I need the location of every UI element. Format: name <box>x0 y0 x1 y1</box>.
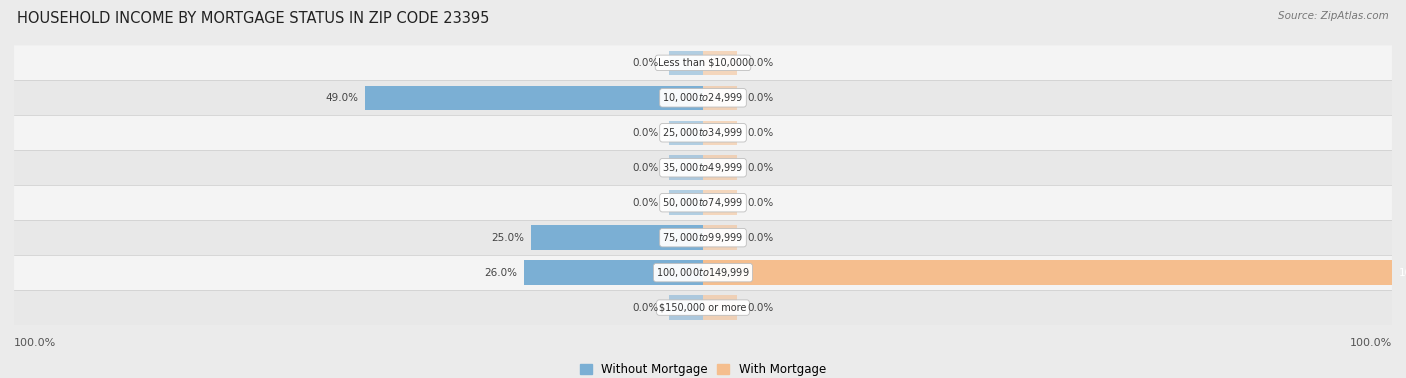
Text: Source: ZipAtlas.com: Source: ZipAtlas.com <box>1278 11 1389 21</box>
FancyBboxPatch shape <box>14 81 1392 115</box>
FancyBboxPatch shape <box>14 220 1392 255</box>
FancyBboxPatch shape <box>14 150 1392 185</box>
FancyBboxPatch shape <box>14 255 1392 290</box>
Text: $50,000 to $74,999: $50,000 to $74,999 <box>662 196 744 209</box>
Bar <box>703 51 738 75</box>
Text: 0.0%: 0.0% <box>631 198 658 208</box>
FancyBboxPatch shape <box>14 115 1392 150</box>
Text: 0.0%: 0.0% <box>631 163 658 173</box>
Text: HOUSEHOLD INCOME BY MORTGAGE STATUS IN ZIP CODE 23395: HOUSEHOLD INCOME BY MORTGAGE STATUS IN Z… <box>17 11 489 26</box>
Text: 49.0%: 49.0% <box>326 93 359 103</box>
Text: $150,000 or more: $150,000 or more <box>659 303 747 313</box>
Text: 100.0%: 100.0% <box>1399 268 1406 277</box>
Bar <box>703 85 738 110</box>
Text: 0.0%: 0.0% <box>631 303 658 313</box>
FancyBboxPatch shape <box>14 290 1392 325</box>
Bar <box>669 191 703 215</box>
Text: $25,000 to $34,999: $25,000 to $34,999 <box>662 126 744 139</box>
Text: 100.0%: 100.0% <box>1350 338 1392 348</box>
Bar <box>703 260 1392 285</box>
Bar <box>703 121 738 145</box>
Text: 0.0%: 0.0% <box>748 163 775 173</box>
Text: 0.0%: 0.0% <box>748 58 775 68</box>
Bar <box>703 155 738 180</box>
Text: 0.0%: 0.0% <box>748 93 775 103</box>
Bar <box>669 121 703 145</box>
Text: 0.0%: 0.0% <box>748 233 775 243</box>
Text: $35,000 to $49,999: $35,000 to $49,999 <box>662 161 744 174</box>
Bar <box>669 51 703 75</box>
Text: 100.0%: 100.0% <box>14 338 56 348</box>
Bar <box>524 260 703 285</box>
Bar <box>703 225 738 250</box>
Bar <box>703 295 738 320</box>
Bar <box>366 85 703 110</box>
Bar <box>669 295 703 320</box>
Bar <box>669 155 703 180</box>
Text: Less than $10,000: Less than $10,000 <box>658 58 748 68</box>
Text: 26.0%: 26.0% <box>484 268 517 277</box>
Text: 0.0%: 0.0% <box>748 303 775 313</box>
Bar <box>531 225 703 250</box>
Text: 0.0%: 0.0% <box>748 128 775 138</box>
Text: $100,000 to $149,999: $100,000 to $149,999 <box>657 266 749 279</box>
Text: 25.0%: 25.0% <box>491 233 524 243</box>
FancyBboxPatch shape <box>14 185 1392 220</box>
Legend: Without Mortgage, With Mortgage: Without Mortgage, With Mortgage <box>575 358 831 378</box>
Bar <box>703 191 738 215</box>
Text: 0.0%: 0.0% <box>631 58 658 68</box>
Text: $75,000 to $99,999: $75,000 to $99,999 <box>662 231 744 244</box>
Text: $10,000 to $24,999: $10,000 to $24,999 <box>662 91 744 104</box>
Text: 0.0%: 0.0% <box>631 128 658 138</box>
Text: 0.0%: 0.0% <box>748 198 775 208</box>
FancyBboxPatch shape <box>14 45 1392 81</box>
